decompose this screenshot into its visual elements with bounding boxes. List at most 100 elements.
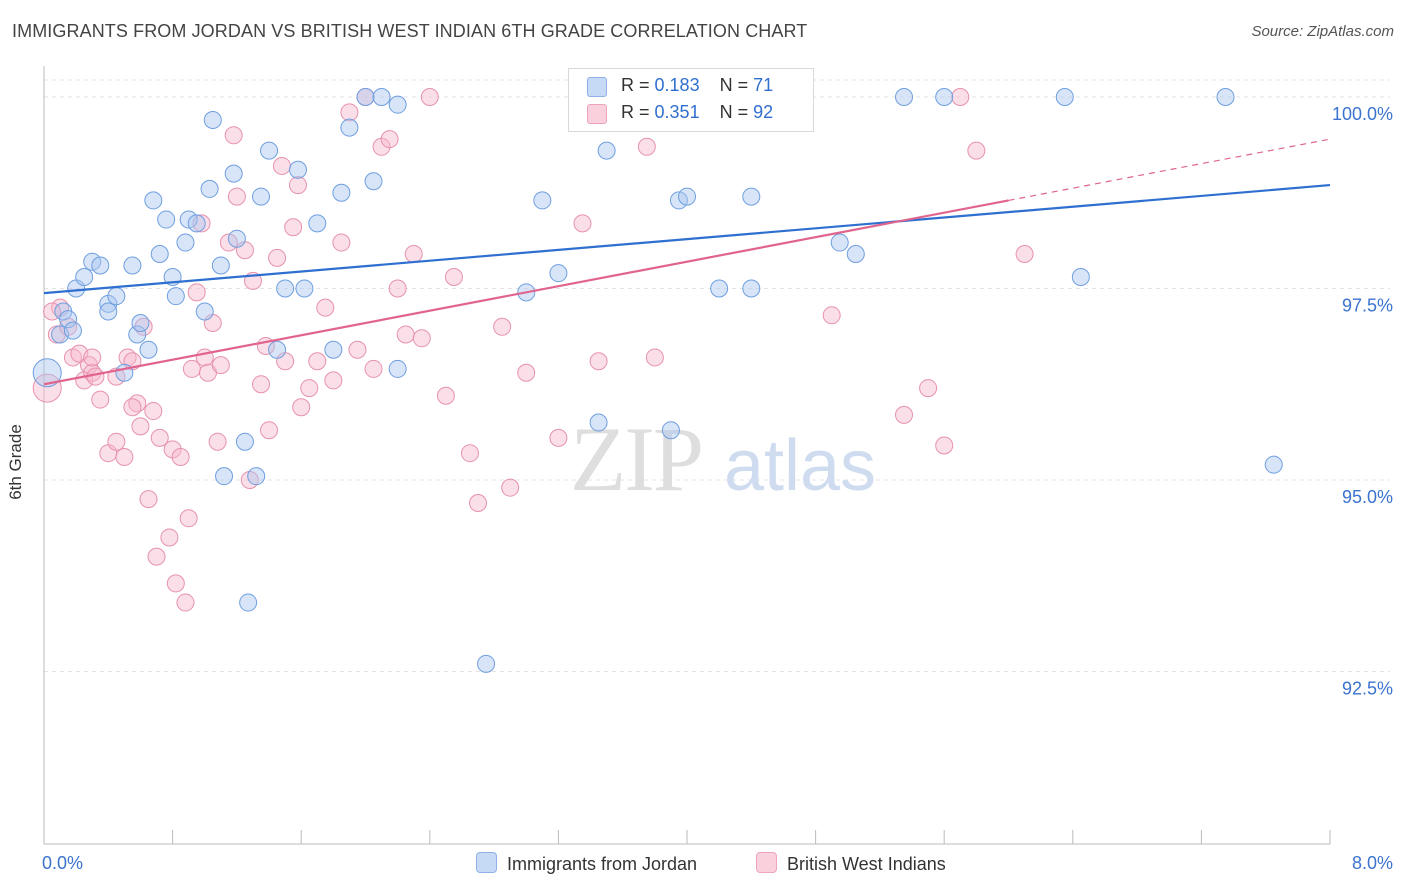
jordan-point-32 <box>239 593 258 612</box>
bwi-point-45 <box>260 421 279 440</box>
bwi-point-76 <box>573 214 592 233</box>
watermark: ZIP atlas <box>570 408 876 510</box>
jordan-point-35 <box>260 141 279 160</box>
legend-r-label: R = <box>621 102 650 122</box>
bottom-legend-swatch-bwi <box>756 852 777 873</box>
jordan-point-10 <box>107 287 126 306</box>
bwi-point-38 <box>224 126 243 145</box>
bwi-point-54 <box>316 298 335 317</box>
y-axis-label: 6th Grade <box>6 424 25 500</box>
bottom-legend-jordan: Immigrants from Jordan <box>476 852 697 875</box>
bwi-point-36 <box>211 356 230 375</box>
bwi-point-91 <box>123 398 142 417</box>
source-label: Source: ZipAtlas.com <box>1251 23 1394 40</box>
jordan-point-0 <box>32 358 62 388</box>
jordan-point-31 <box>235 432 254 451</box>
chart-title: IMMIGRANTS FROM JORDAN VS BRITISH WEST I… <box>12 21 808 41</box>
jordan-point-29 <box>224 164 243 183</box>
bwi-point-55 <box>324 371 343 390</box>
jordan-point-49 <box>477 654 496 673</box>
y-tick-label-2: 95.0% <box>1342 487 1393 507</box>
bwi-point-22 <box>150 428 169 447</box>
bwi-point-12 <box>107 432 126 451</box>
watermark-atlas: atlas <box>724 426 876 506</box>
jordan-point-24 <box>195 302 214 321</box>
jordan-point-43 <box>340 118 359 137</box>
jordan-point-27 <box>211 256 230 275</box>
stats-legend: R = 0.183 N = 71 R = 0.351 N = 92 <box>568 68 814 132</box>
jordan-point-45 <box>364 172 383 191</box>
bwi-point-52 <box>300 379 319 398</box>
jordan-point-44 <box>356 88 375 106</box>
jordan-point-52 <box>549 264 568 283</box>
bwi-point-53 <box>308 352 327 371</box>
x-tick-labels: 0.0% 8.0% <box>42 853 1393 873</box>
bwi-point-46 <box>268 248 287 267</box>
bwi-point-60 <box>364 359 383 378</box>
jordan-point-60 <box>742 187 761 206</box>
bwi-point-57 <box>340 103 359 122</box>
jordan-point-55 <box>661 421 680 440</box>
x-tick-label-max: 8.0% <box>1352 853 1393 873</box>
jordan-point-12 <box>123 256 142 275</box>
bwi-point-68 <box>436 386 455 405</box>
legend-n-label: N = <box>719 75 749 95</box>
bwi-point-43 <box>252 375 271 394</box>
jordan-point-26 <box>203 110 222 129</box>
bwi-point-35 <box>208 432 227 451</box>
jordan-point-62 <box>830 233 849 252</box>
y-tick-label-0: 100.0% <box>1332 104 1393 124</box>
bwi-point-86 <box>967 141 986 160</box>
legend-swatch-jordan <box>587 77 607 97</box>
bwi-point-26 <box>171 448 190 467</box>
jordan-point-6 <box>75 268 94 287</box>
jordan-point-64 <box>895 88 914 106</box>
bwi-point-87 <box>1015 245 1034 264</box>
bwi-point-25 <box>166 574 185 593</box>
bottom-legend-label-jordan: Immigrants from Jordan <box>507 854 698 874</box>
jordan-point-15 <box>139 340 158 359</box>
bwi-point-49 <box>284 218 303 237</box>
jordan-point-34 <box>252 187 271 206</box>
bwi-point-75 <box>549 428 568 447</box>
bwi-point-67 <box>420 88 439 106</box>
legend-r-label: R = <box>621 75 650 95</box>
jordan-point-39 <box>295 279 314 298</box>
bwi-point-27 <box>176 593 195 612</box>
bwi-point-30 <box>187 283 206 302</box>
jordan-point-42 <box>332 183 351 202</box>
legend-n-label: N = <box>719 102 749 122</box>
bwi-point-89 <box>83 348 102 367</box>
jordan-point-30 <box>227 229 246 248</box>
bwi-point-63 <box>388 279 407 298</box>
jordan-trend-line <box>43 183 1331 295</box>
jordan-point-17 <box>150 245 169 264</box>
x-tick-label-min: 0.0% <box>42 853 83 873</box>
y-tick-label-1: 97.5% <box>1342 296 1393 316</box>
jordan-point-65 <box>935 88 954 106</box>
jordan-point-8 <box>91 256 110 275</box>
bwi-point-50 <box>288 176 307 195</box>
bwi-point-69 <box>444 268 463 287</box>
bwi-point-65 <box>404 245 423 264</box>
bwi-point-28 <box>179 509 198 528</box>
legend-n-value-bwi: 92 <box>753 102 774 122</box>
jordan-point-3 <box>59 310 78 329</box>
bwi-point-10 <box>91 390 110 409</box>
bwi-point-56 <box>332 233 351 252</box>
jordan-point-47 <box>388 359 407 378</box>
bwi-point-77 <box>589 352 608 371</box>
jordan-point-41 <box>324 340 343 359</box>
jordan-point-66 <box>1055 88 1074 106</box>
bwi-point-84 <box>935 436 954 455</box>
jordan-point-21 <box>176 233 195 252</box>
data-points <box>32 88 1283 673</box>
bwi-point-23 <box>160 528 179 547</box>
bwi-point-79 <box>645 348 664 367</box>
axes <box>43 66 1331 845</box>
jordan-point-46 <box>372 88 391 106</box>
legend-swatch-bwi <box>587 104 607 124</box>
bwi-point-73 <box>501 478 520 497</box>
jordan-point-37 <box>276 279 295 298</box>
jordan-point-16 <box>144 191 163 210</box>
